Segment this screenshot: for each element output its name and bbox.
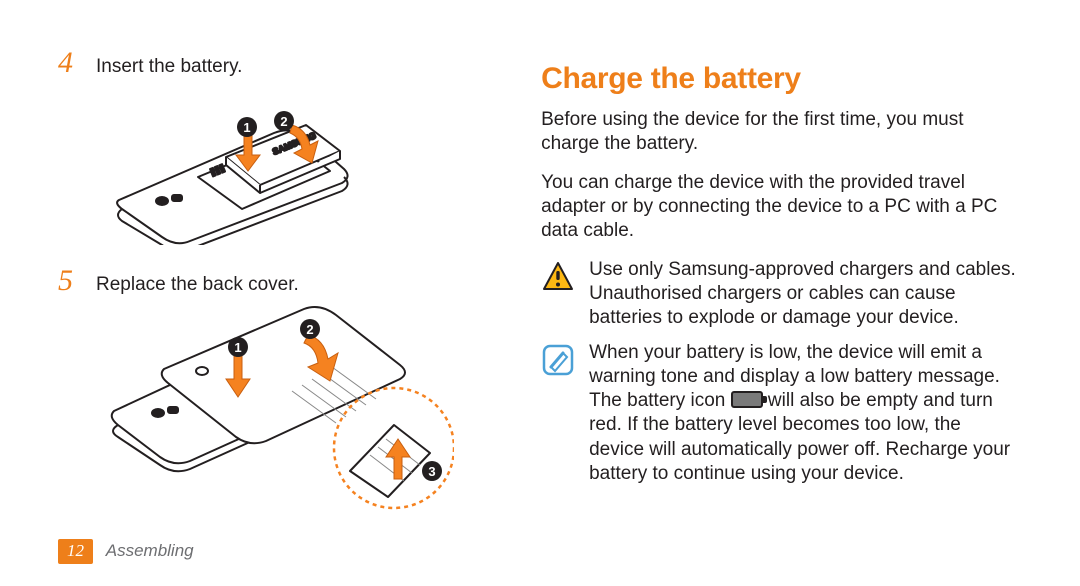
paragraph: Before using the device for the first ti…: [541, 108, 1020, 157]
svg-text:1: 1: [243, 120, 250, 135]
warning-note: Use only Samsung-approved chargers and c…: [541, 258, 1020, 331]
page-footer: 12 Assembling: [58, 539, 194, 564]
callout-1: 1: [237, 117, 257, 137]
page-number: 12: [58, 539, 93, 564]
step-4: 4 Insert the battery.: [58, 48, 481, 79]
warning-icon: [541, 260, 575, 294]
callout-2b: 2: [300, 319, 320, 339]
callout-1b: 1: [228, 337, 248, 357]
section-name: Assembling: [106, 541, 194, 560]
warning-text: Use only Samsung-approved chargers and c…: [589, 258, 1020, 331]
battery-icon: [731, 391, 763, 408]
step-text: Insert the battery.: [96, 55, 242, 79]
svg-text:1: 1: [234, 340, 241, 355]
svg-text:3: 3: [428, 464, 435, 479]
left-column: 4 Insert the battery.: [58, 48, 481, 544]
figure-insert-battery: SAMSUNG 1: [94, 85, 481, 250]
callout-2: 2: [274, 111, 294, 131]
step-5: 5 Replace the back cover.: [58, 266, 481, 297]
info-note: When your battery is low, the device wil…: [541, 341, 1020, 487]
section-heading: Charge the battery: [541, 62, 1020, 96]
right-column: Charge the battery Before using the devi…: [541, 48, 1020, 544]
svg-text:2: 2: [306, 322, 313, 337]
paragraph: You can charge the device with the provi…: [541, 171, 1020, 244]
note-icon: [541, 343, 575, 377]
figure-replace-cover: 3 1 2: [94, 303, 481, 528]
step-number: 4: [58, 48, 84, 78]
svg-text:2: 2: [280, 114, 287, 129]
callout-3: 3: [422, 461, 442, 481]
step-text: Replace the back cover.: [96, 273, 299, 297]
step-number: 5: [58, 266, 84, 296]
info-text: When your battery is low, the device wil…: [589, 341, 1020, 487]
